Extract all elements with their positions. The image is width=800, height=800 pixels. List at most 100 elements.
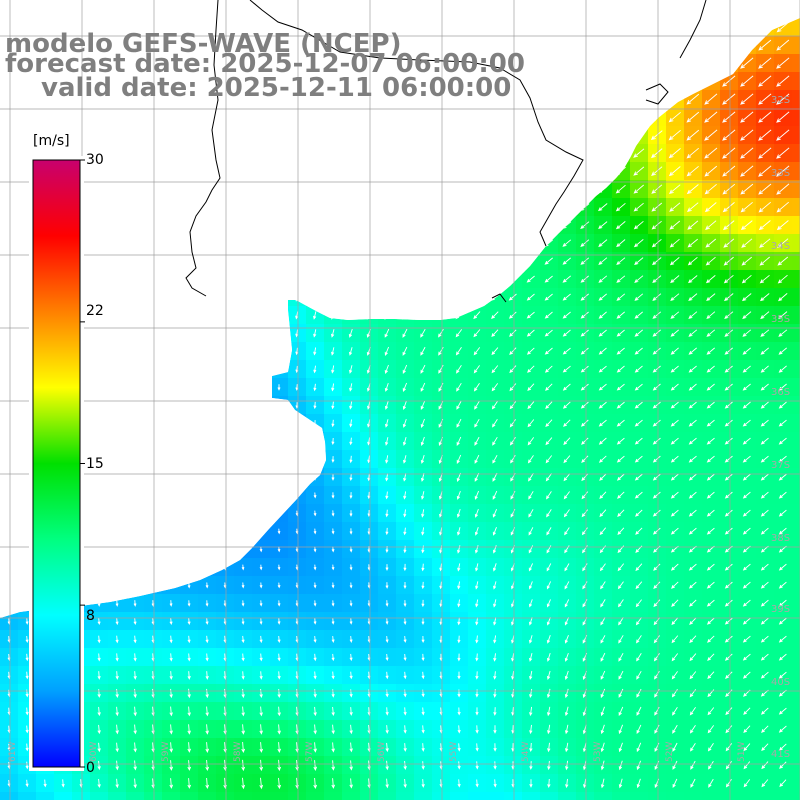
wind-arrow bbox=[778, 725, 787, 733]
wind-arrow bbox=[652, 365, 661, 373]
wind-cell bbox=[792, 324, 800, 343]
colorbar-unit: [m/s] bbox=[33, 133, 70, 149]
border-line bbox=[185, 0, 221, 297]
wind-arrow bbox=[331, 653, 335, 662]
wind-arrow bbox=[740, 57, 754, 69]
wind-cell bbox=[792, 180, 800, 199]
wind-arrow bbox=[724, 635, 733, 643]
wind-arrow bbox=[457, 635, 461, 644]
wind-arrow bbox=[743, 779, 751, 788]
wind-arrow bbox=[545, 437, 553, 446]
lon-label-57w: 57W bbox=[305, 741, 315, 762]
wind-arrow bbox=[617, 527, 625, 535]
wind-arrow bbox=[313, 546, 317, 553]
wind-arrow bbox=[599, 563, 606, 572]
wind-arrow bbox=[133, 600, 137, 607]
wind-arrow bbox=[725, 671, 733, 679]
wind-arrow bbox=[778, 671, 787, 679]
wind-arrow bbox=[689, 599, 697, 607]
wind-arrow bbox=[277, 706, 281, 717]
wind-arrow bbox=[456, 418, 462, 428]
wind-arrow bbox=[331, 456, 335, 463]
wind-arrow bbox=[562, 311, 571, 319]
wind-arrow bbox=[313, 653, 317, 662]
wind-arrow bbox=[456, 490, 461, 500]
wind-arrow bbox=[133, 724, 137, 735]
wind-arrow bbox=[544, 311, 553, 319]
wind-arrow bbox=[778, 293, 788, 302]
wind-arrow bbox=[562, 365, 571, 373]
wind-arrow bbox=[600, 760, 605, 771]
wind-arrow bbox=[331, 582, 335, 589]
wind-arrow bbox=[473, 329, 481, 338]
wind-arrow bbox=[688, 401, 697, 409]
wind-arrow bbox=[651, 184, 663, 194]
wind-arrow bbox=[510, 455, 516, 464]
wind-arrow bbox=[668, 148, 681, 159]
wind-arrow bbox=[528, 581, 533, 590]
wind-arrow bbox=[724, 509, 733, 517]
wind-arrow bbox=[688, 293, 698, 302]
wind-arrow bbox=[241, 741, 246, 754]
wind-arrow bbox=[241, 635, 245, 644]
wind-arrow bbox=[421, 581, 425, 590]
wind-arrow bbox=[187, 671, 191, 680]
wind-cell bbox=[738, 792, 757, 800]
wind-arrow bbox=[133, 617, 137, 626]
wind-arrow bbox=[778, 563, 787, 571]
wind-arrow bbox=[742, 401, 751, 409]
wind-arrow bbox=[421, 761, 425, 770]
wind-arrow bbox=[670, 419, 679, 427]
wind-arrow bbox=[187, 635, 191, 644]
wind-arrow bbox=[403, 582, 407, 590]
wind-arrow bbox=[546, 688, 551, 699]
wind-arrow bbox=[313, 689, 317, 698]
wind-arrow bbox=[705, 238, 717, 248]
wind-arrow bbox=[634, 437, 643, 445]
wind-arrow bbox=[618, 778, 623, 789]
wind-arrow bbox=[652, 473, 661, 481]
wind-arrow bbox=[779, 779, 787, 788]
wind-arrow bbox=[686, 147, 699, 159]
wind-arrow bbox=[598, 437, 607, 445]
wind-cell bbox=[288, 792, 307, 800]
wind-arrow bbox=[562, 293, 571, 301]
wind-arrow bbox=[599, 491, 607, 499]
wind-arrow bbox=[493, 653, 497, 662]
wind-arrow bbox=[706, 527, 715, 535]
wind-arrow bbox=[565, 778, 569, 789]
wind-arrow bbox=[581, 527, 588, 536]
wind-arrow bbox=[563, 491, 570, 500]
wind-arrow bbox=[635, 563, 643, 572]
wind-arrow bbox=[633, 166, 645, 176]
wind-arrow bbox=[636, 635, 642, 644]
wind-arrow bbox=[313, 636, 317, 643]
wind-arrow bbox=[241, 759, 246, 772]
wind-arrow bbox=[475, 581, 479, 590]
wind-arrow bbox=[600, 635, 606, 644]
wind-arrow bbox=[511, 653, 515, 662]
wind-arrow bbox=[259, 546, 263, 553]
wind-arrow bbox=[384, 364, 389, 374]
wind-arrow bbox=[349, 528, 353, 535]
wind-arrow bbox=[760, 347, 769, 355]
wind-arrow bbox=[580, 293, 589, 301]
wind-arrow bbox=[777, 256, 789, 266]
wind-arrow bbox=[97, 617, 101, 626]
wind-arrow bbox=[653, 599, 661, 608]
wind-arrow bbox=[653, 581, 661, 589]
wind-arrow bbox=[25, 743, 29, 752]
wind-arrow bbox=[636, 653, 642, 662]
wind-arrow bbox=[385, 582, 389, 589]
wind-arrow bbox=[580, 311, 589, 319]
wind-arrow bbox=[421, 653, 425, 662]
wind-arrow bbox=[687, 238, 698, 248]
wind-arrow bbox=[687, 256, 698, 266]
wind-cell bbox=[306, 792, 325, 800]
wind-arrow bbox=[580, 329, 589, 337]
wind-arrow bbox=[25, 671, 29, 680]
wind-arrow bbox=[776, 183, 790, 195]
wind-cell bbox=[756, 792, 775, 800]
wind-arrow bbox=[616, 347, 625, 355]
wind-arrow bbox=[778, 419, 787, 427]
